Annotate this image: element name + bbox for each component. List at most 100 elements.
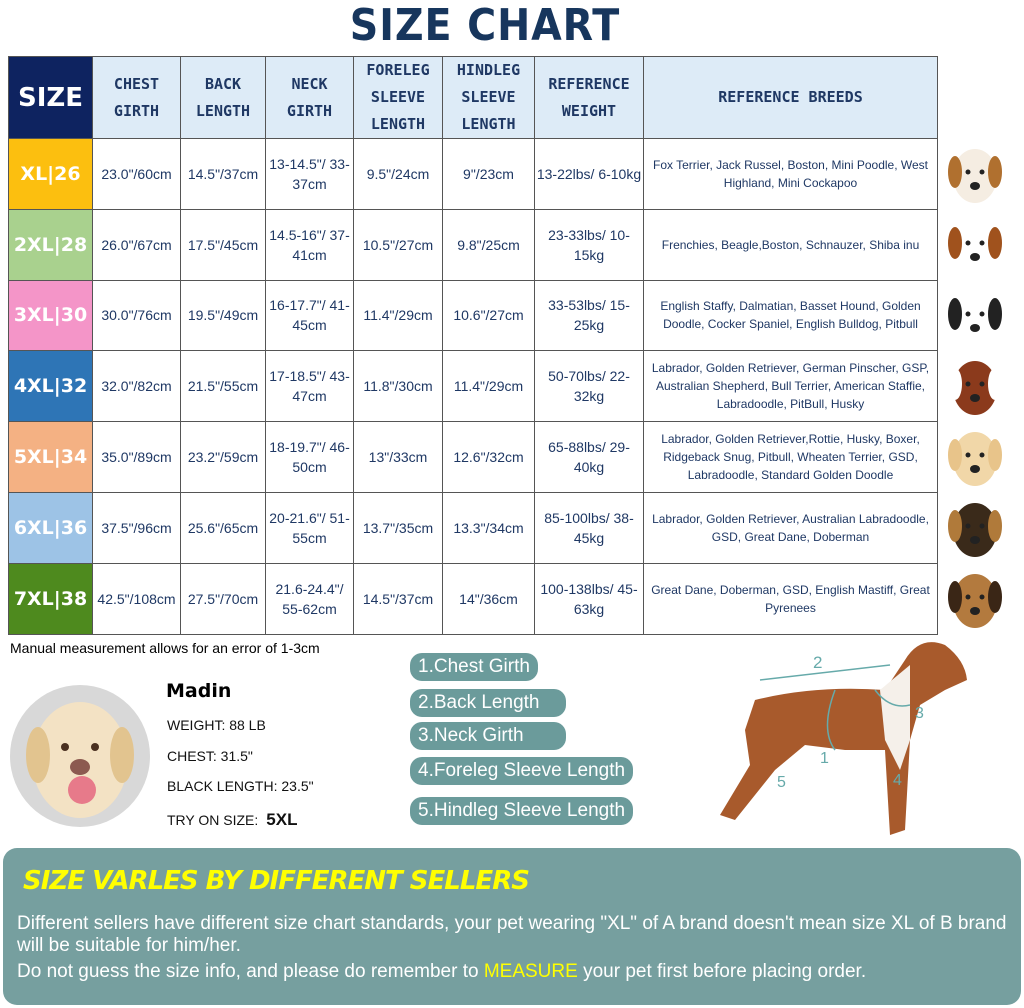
table-row: 2XL|28 26.0"/67cm 17.5"/45cm 14.5-16"/ 37-4… [8, 208, 938, 281]
table-row: 7XL|38 42.5"/108cm 27.5"/70cm 21.6-24.4"/ 5… [8, 562, 938, 635]
golden-retriever-avatar [10, 685, 150, 827]
cell-breeds: Fox Terrier, Jack Russel, Boston, Mini P… [643, 138, 938, 210]
panel-text-1: Different sellers have different size ch… [17, 913, 1007, 956]
cell-foreleg: 14.5"/37cm [353, 562, 443, 635]
cell-size: 3XL|30 [8, 279, 93, 352]
cell-neck: 14.5-16"/ 37-41cm [265, 208, 354, 281]
cell-back: 27.5"/70cm [180, 562, 266, 635]
cell-back: 23.2"/59cm [180, 421, 266, 493]
column-header: SIZE [8, 56, 93, 139]
cell-neck: 20-21.6"/ 51-55cm [265, 491, 354, 564]
cell-neck: 13-14.5"/ 33-37cm [265, 138, 354, 210]
breed-dog-photo [948, 432, 1002, 487]
cell-neck: 16-17.7"/ 41-45cm [265, 279, 354, 352]
breed-dog-photo [948, 149, 1002, 203]
cell-back: 25.6"/65cm [180, 491, 266, 564]
measure-label-2: 2.Back Length [410, 689, 566, 717]
measure-label-1: 1.Chest Girth [410, 653, 538, 681]
cell-neck: 17-18.5"/ 43-47cm [265, 350, 354, 423]
breed-dog-photo [948, 361, 1002, 416]
cell-hindleg: 9"/23cm [442, 138, 535, 210]
cell-chest: 23.0"/60cm [92, 138, 181, 210]
column-header: REFERENCE BREEDS [643, 56, 938, 139]
cell-back: 19.5"/49cm [180, 279, 266, 352]
table-row: 6XL|36 37.5"/96cm 25.6"/65cm 20-21.6"/ 51-5… [8, 491, 938, 564]
svg-text:3: 3 [915, 705, 924, 722]
cell-breeds: Frenchies, Beagle,Boston, Schnauzer, Shi… [643, 208, 938, 281]
cell-neck: 21.6-24.4"/ 55-62cm [265, 562, 354, 635]
dog-measurement-diagram: 2 1 3 4 5 [720, 642, 967, 835]
cell-chest: 42.5"/108cm [92, 562, 181, 635]
cell-hindleg: 14"/36cm [442, 562, 535, 635]
cell-weight: 33-53lbs/ 15-25kg [534, 279, 644, 352]
column-header: BACK LENGTH [180, 56, 266, 139]
cell-foreleg: 10.5"/27cm [353, 208, 443, 281]
breed-dog-photo [948, 290, 1002, 345]
cell-size: 5XL|34 [8, 421, 93, 493]
cell-size: XL|26 [8, 138, 93, 210]
svg-text:4: 4 [893, 772, 902, 789]
cell-size: 2XL|28 [8, 208, 93, 281]
cell-chest: 35.0"/89cm [92, 421, 181, 493]
page-title: SIZE CHART [349, 0, 621, 51]
cell-hindleg: 12.6"/32cm [442, 421, 535, 493]
table-row: 5XL|34 35.0"/89cm 23.2"/59cm 18-19.7"/ 46-5… [8, 421, 938, 493]
cell-breeds: English Staffy, Dalmatian, Basset Hound,… [643, 279, 938, 352]
seller-warning-panel: SIZE VARLES BY DIFFERENT SELLERS Differe… [3, 848, 1021, 1005]
column-header: FORELEG SLEEVE LENGTH [353, 56, 443, 139]
cell-chest: 30.0"/76cm [92, 279, 181, 352]
column-header: NECK GIRTH [265, 56, 354, 139]
svg-text:5: 5 [777, 774, 786, 791]
cell-chest: 37.5"/96cm [92, 491, 181, 564]
svg-text:2: 2 [813, 653, 822, 672]
measure-label-4: 4.Foreleg Sleeve Length [410, 757, 634, 785]
cell-weight: 65-88lbs/ 29-40kg [534, 421, 644, 493]
column-header: CHEST GIRTH [92, 56, 181, 139]
cell-breeds: Great Dane, Doberman, GSD, English Masti… [643, 562, 938, 635]
cell-hindleg: 10.6"/27cm [442, 279, 535, 352]
column-header: REFERENCE WEIGHT [534, 56, 644, 139]
cell-foreleg: 11.4"/29cm [353, 279, 443, 352]
panel-title: SIZE VARLES BY DIFFERENT SELLERS [23, 866, 530, 896]
breed-dog-photo [948, 503, 1002, 557]
cell-weight: 100-138lbs/ 45-63kg [534, 562, 644, 635]
cell-back: 17.5"/45cm [180, 208, 266, 281]
cell-hindleg: 9.8"/25cm [442, 208, 535, 281]
measure-label-5: 5.Hindleg Sleeve Length [410, 797, 634, 825]
cell-size: 6XL|36 [8, 491, 93, 564]
cell-chest: 32.0"/82cm [92, 350, 181, 423]
svg-text:1: 1 [820, 750, 829, 767]
cell-size: 4XL|32 [8, 350, 93, 423]
cell-weight: 23-33lbs/ 10-15kg [534, 208, 644, 281]
cell-chest: 26.0"/67cm [92, 208, 181, 281]
table-row: XL|26 23.0"/60cm 14.5"/37cm 13-14.5"/ 33-37… [8, 138, 938, 210]
example-chest: CHEST: 31.5" [167, 748, 253, 764]
cell-foreleg: 9.5"/24cm [353, 138, 443, 210]
example-length: BLACK LENGTH: 23.5" [167, 778, 314, 794]
panel-text-2: Do not guess the size info, and please d… [17, 961, 867, 982]
example-try-on: TRY ON SIZE: 5XL [167, 810, 298, 829]
column-header: HINDLEG SLEEVE LENGTH [442, 56, 535, 139]
cell-foreleg: 13"/33cm [353, 421, 443, 493]
cell-foreleg: 13.7"/35cm [353, 491, 443, 564]
cell-breeds: Labrador, Golden Retriever,Rottie, Husky… [643, 421, 938, 493]
breed-dog-photo [948, 219, 1002, 274]
cell-breeds: Labrador, Golden Retriever, Australian L… [643, 491, 938, 564]
measurement-note: Manual measurement allows for an error o… [10, 640, 320, 656]
cell-hindleg: 13.3"/34cm [442, 491, 535, 564]
example-dog-name: Madin [166, 680, 232, 702]
cell-neck: 18-19.7"/ 46-50cm [265, 421, 354, 493]
cell-weight: 13-22lbs/ 6-10kg [534, 138, 644, 210]
measure-label-3: 3.Neck Girth [410, 722, 566, 750]
cell-back: 14.5"/37cm [180, 138, 266, 210]
cell-foreleg: 11.8"/30cm [353, 350, 443, 423]
example-weight: WEIGHT: 88 LB [167, 717, 266, 733]
table-row: 4XL|32 32.0"/82cm 21.5"/55cm 17-18.5"/ 43-4… [8, 350, 938, 423]
size-chart-table: SIZE CHEST GIRTH BACK LENGTH NECK GIRTH FORE… [8, 56, 938, 635]
cell-weight: 85-100lbs/ 38-45kg [534, 491, 644, 564]
breed-dog-photo [948, 573, 1002, 628]
cell-weight: 50-70lbs/ 22-32kg [534, 350, 644, 423]
cell-hindleg: 11.4"/29cm [442, 350, 535, 423]
cell-breeds: Labrador, Golden Retriever, German Pinsc… [643, 350, 938, 423]
table-row: 3XL|30 30.0"/76cm 19.5"/49cm 16-17.7"/ 41-4… [8, 279, 938, 352]
